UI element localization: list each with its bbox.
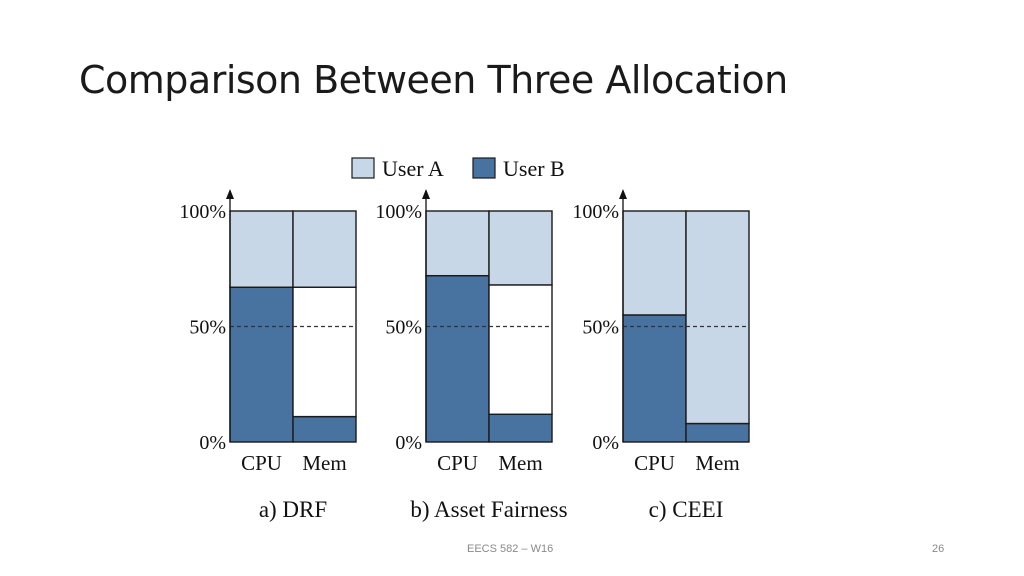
y-tick-label: 0% bbox=[592, 432, 619, 454]
y-tick-label: 50% bbox=[189, 317, 226, 339]
bar-segment-user-a bbox=[488, 210, 553, 286]
chart-panel: CPU Mem 100% 50% 0% a) DRF bbox=[179, 189, 357, 522]
bar-segment-unallocated bbox=[488, 284, 553, 415]
chart-panel: CPU Mem 100% 50% 0% b) Asset Fairness bbox=[375, 189, 568, 522]
bar-segment-user-b bbox=[685, 422, 750, 443]
bar-segment-user-b bbox=[488, 413, 553, 443]
bar-segment-user-a bbox=[425, 210, 490, 277]
x-tick-label: Mem bbox=[302, 451, 346, 475]
y-tick-label: 50% bbox=[582, 317, 619, 339]
legend-swatch bbox=[472, 157, 496, 179]
bar-segment-user-a bbox=[622, 210, 687, 316]
bar-segment-user-a bbox=[685, 210, 750, 425]
x-tick-label: CPU bbox=[634, 451, 675, 475]
footer-course: EECS 582 – W16 bbox=[467, 543, 554, 555]
y-axis-arrow bbox=[422, 189, 430, 199]
bar-segment-user-a bbox=[292, 210, 357, 288]
panel-caption: c) CEEI bbox=[649, 497, 724, 522]
slide-title: Comparison Between Three Allocation bbox=[79, 58, 788, 102]
legend-label: User B bbox=[503, 156, 565, 181]
x-tick-label: Mem bbox=[695, 451, 739, 475]
bar-segment-user-a bbox=[229, 210, 294, 288]
chart-legend: User A User B bbox=[351, 156, 565, 181]
x-tick-label: CPU bbox=[437, 451, 478, 475]
y-tick-label: 100% bbox=[375, 201, 422, 223]
page-number: 26 bbox=[932, 543, 945, 555]
y-axis-arrow bbox=[226, 189, 234, 199]
chart-panels: CPU Mem 100% 50% 0% a) DRF CPU Mem 100% 50% 0% b) A… bbox=[179, 189, 750, 522]
y-tick-label: 0% bbox=[199, 432, 226, 454]
y-tick-label: 50% bbox=[385, 317, 422, 339]
y-tick-label: 0% bbox=[395, 432, 422, 454]
bar-segment-unallocated bbox=[292, 286, 357, 418]
bar-segment-user-b bbox=[229, 286, 294, 443]
y-axis-arrow bbox=[619, 189, 627, 199]
bar-segment-user-b bbox=[622, 314, 687, 443]
legend-label: User A bbox=[382, 156, 444, 181]
bar-segment-user-b bbox=[292, 415, 357, 443]
chart-panel: CPU Mem 100% 50% 0% c) CEEI bbox=[572, 189, 750, 522]
x-tick-label: Mem bbox=[498, 451, 542, 475]
y-tick-label: 100% bbox=[179, 201, 226, 223]
legend-swatch bbox=[351, 157, 375, 179]
bar-segment-user-b bbox=[425, 274, 490, 443]
panel-caption: a) DRF bbox=[259, 497, 327, 522]
x-tick-label: CPU bbox=[241, 451, 282, 475]
y-tick-label: 100% bbox=[572, 201, 619, 223]
panel-caption: b) Asset Fairness bbox=[410, 497, 567, 522]
